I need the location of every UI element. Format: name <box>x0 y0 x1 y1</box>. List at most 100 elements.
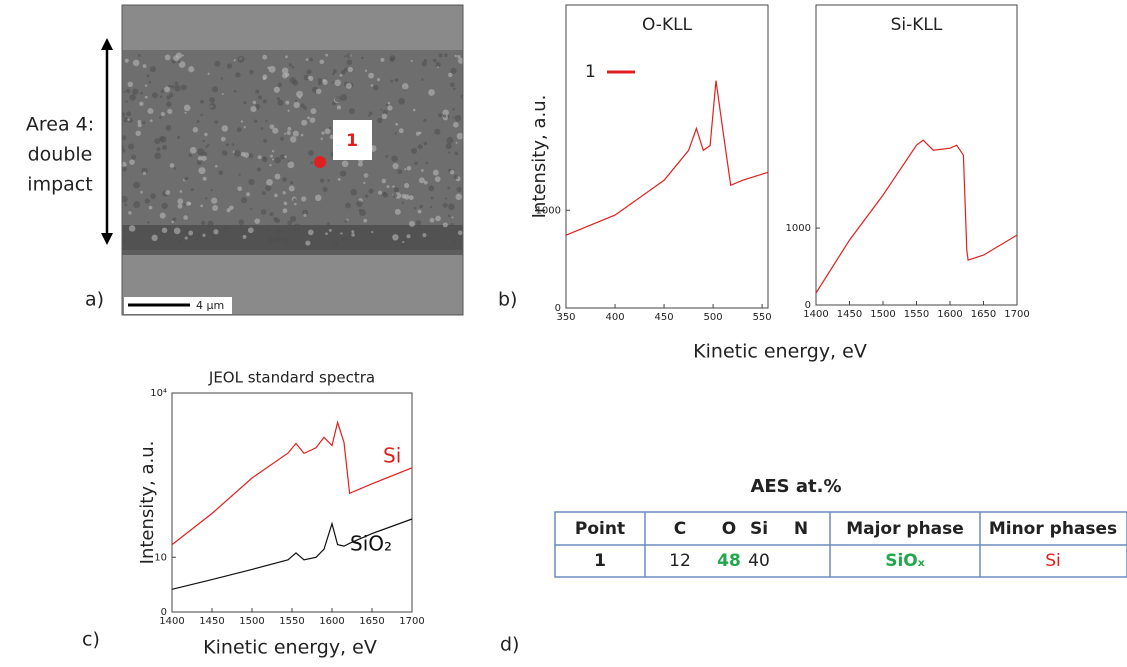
texture <box>268 65 276 73</box>
texture <box>425 161 429 165</box>
texture <box>346 53 352 58</box>
texture <box>142 121 146 125</box>
texture <box>423 118 427 123</box>
texture <box>319 178 325 183</box>
texture <box>214 120 218 124</box>
texture <box>381 113 388 120</box>
texture <box>454 151 459 156</box>
texture <box>401 201 404 204</box>
texture <box>207 220 214 227</box>
texture <box>247 227 254 234</box>
texture <box>422 233 427 238</box>
texture <box>293 223 301 231</box>
texture <box>237 186 243 192</box>
texture <box>221 243 224 246</box>
texture <box>394 78 399 82</box>
texture <box>358 208 362 212</box>
texture <box>332 240 339 247</box>
texture <box>226 63 233 69</box>
texture <box>394 208 401 215</box>
texture <box>410 59 413 62</box>
texture <box>122 195 128 203</box>
texture <box>245 192 251 197</box>
panel-label: d) <box>500 634 519 656</box>
table-header: Point <box>575 519 625 539</box>
texture <box>220 136 226 142</box>
texture <box>404 194 410 200</box>
texture <box>455 193 463 201</box>
texture <box>236 127 242 133</box>
texture <box>428 89 435 96</box>
texture <box>151 234 158 242</box>
texture <box>262 76 267 81</box>
texture <box>413 207 417 210</box>
texture <box>326 222 330 226</box>
texture <box>382 109 388 115</box>
texture <box>231 143 235 146</box>
table-cell: 1 <box>594 551 606 571</box>
table-header: Si <box>750 519 768 539</box>
texture <box>346 59 353 65</box>
texture <box>171 220 175 224</box>
texture <box>344 219 348 223</box>
texture <box>288 63 293 67</box>
texture <box>212 204 219 212</box>
texture <box>269 212 274 217</box>
texture <box>128 225 136 232</box>
texture <box>421 61 427 67</box>
texture <box>460 94 463 99</box>
texture <box>411 147 418 154</box>
texture <box>253 119 258 124</box>
texture <box>159 116 162 119</box>
table-cell: Si <box>1045 551 1061 571</box>
texture <box>256 167 261 172</box>
texture <box>288 185 295 192</box>
texture <box>126 111 132 117</box>
texture <box>452 107 455 111</box>
texture <box>328 126 332 130</box>
texture <box>300 133 304 137</box>
table-title: AES at.% <box>750 476 841 497</box>
texture <box>442 114 447 118</box>
x-tick-label: 1600 <box>937 309 962 320</box>
texture <box>235 72 241 78</box>
texture <box>408 195 414 201</box>
texture <box>211 197 218 204</box>
texture <box>273 217 278 222</box>
y-tick-label: 0 <box>555 303 561 314</box>
texture <box>344 55 347 58</box>
texture <box>205 145 208 148</box>
texture <box>351 230 355 234</box>
texture <box>229 205 234 210</box>
texture <box>417 144 423 150</box>
texture <box>371 230 374 234</box>
texture <box>429 217 435 223</box>
texture <box>365 194 369 198</box>
texture <box>283 201 288 206</box>
texture <box>159 212 166 219</box>
texture <box>303 213 307 217</box>
texture <box>334 96 341 103</box>
texture <box>283 132 287 135</box>
texture <box>336 105 342 110</box>
texture <box>183 203 186 206</box>
texture <box>171 228 174 232</box>
texture <box>276 97 281 101</box>
texture <box>357 161 363 167</box>
texture <box>173 227 181 235</box>
texture <box>144 198 150 204</box>
texture <box>168 84 171 88</box>
texture <box>392 234 399 241</box>
x-tick-label: 1700 <box>1004 309 1029 320</box>
texture <box>197 232 202 237</box>
texture <box>241 197 248 204</box>
texture <box>415 131 420 136</box>
texture <box>154 152 162 160</box>
texture <box>406 166 412 171</box>
line-series <box>171 518 413 590</box>
texture <box>249 69 254 75</box>
texture <box>402 240 405 244</box>
texture <box>292 79 299 86</box>
texture <box>292 235 296 239</box>
